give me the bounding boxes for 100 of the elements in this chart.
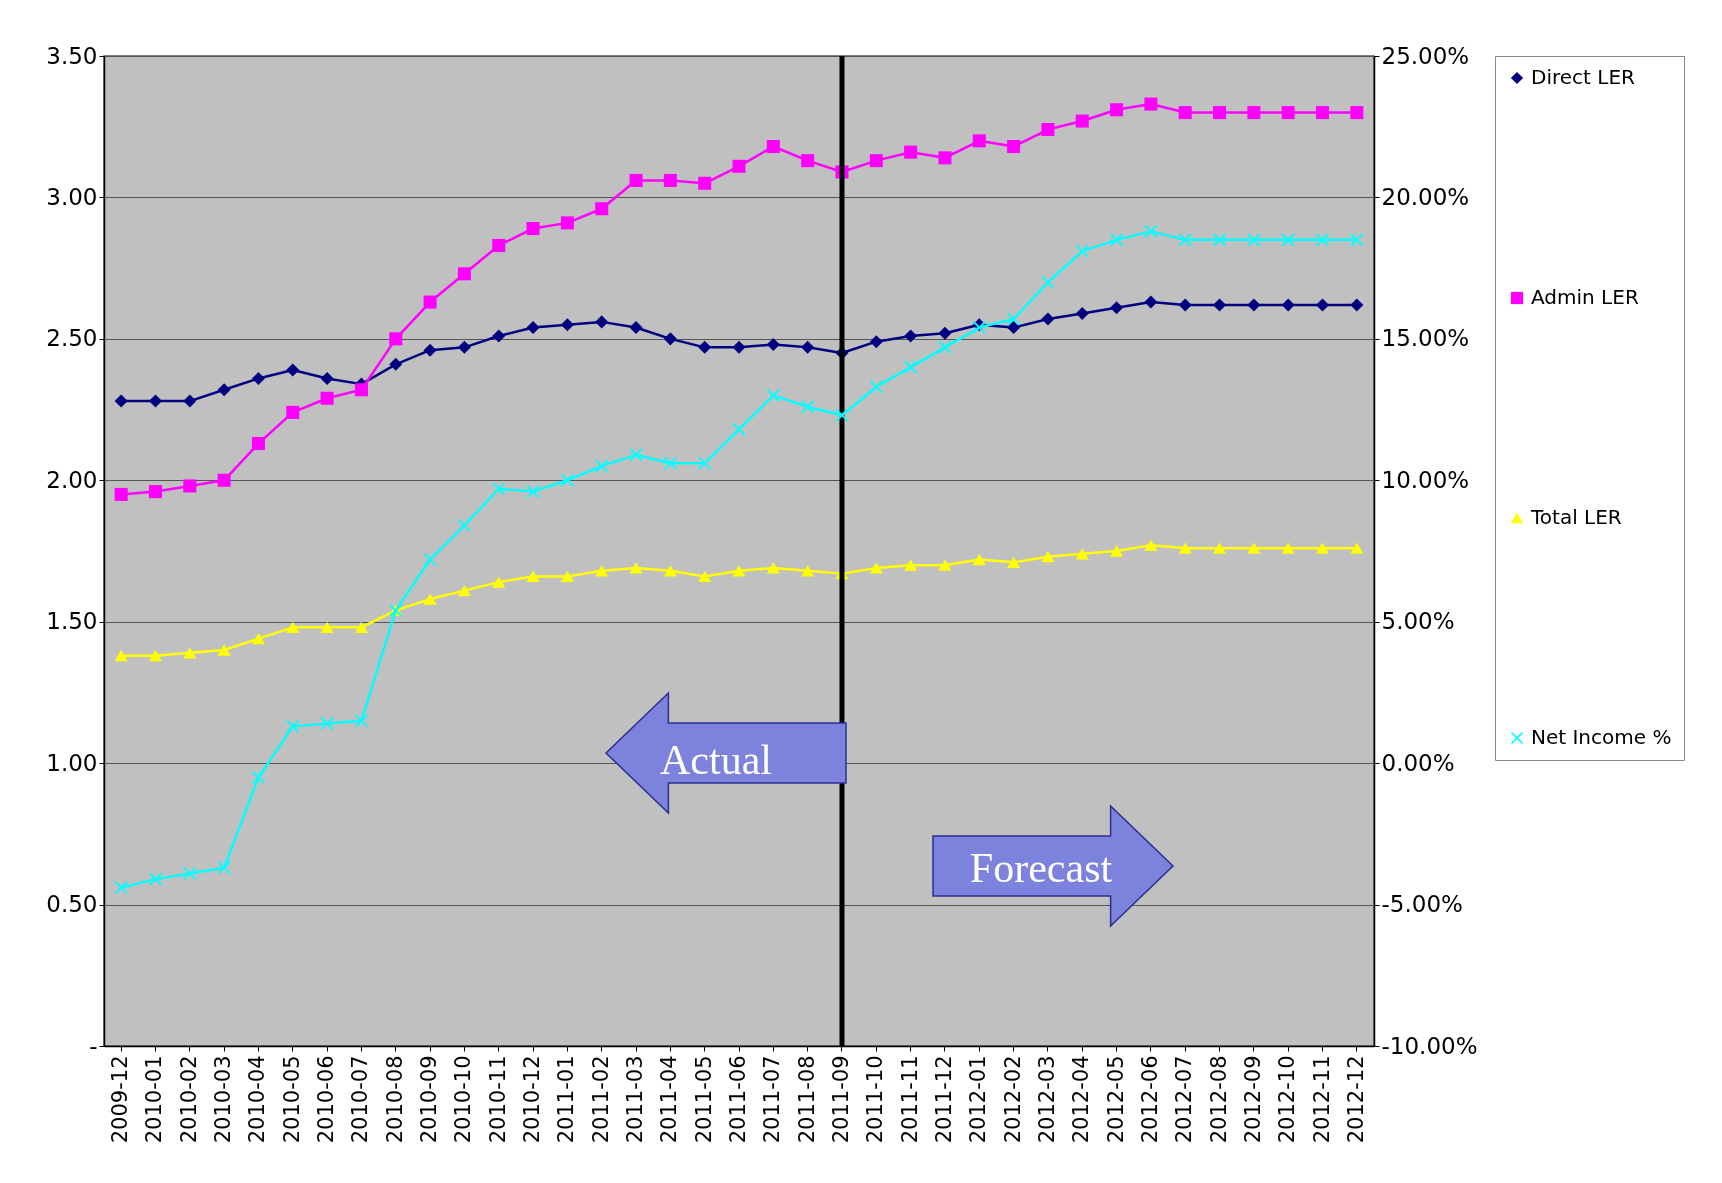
- x-tick-label: 2010-01: [142, 1055, 167, 1144]
- point: [972, 553, 986, 566]
- point: [354, 621, 368, 634]
- y2-tick-label: 25.00%: [1381, 42, 1470, 69]
- point: [423, 343, 437, 357]
- x-tick-label: 2011-10: [863, 1055, 888, 1144]
- point: [663, 565, 677, 577]
- y-tick-label: -: [89, 1032, 98, 1059]
- legend-label: Direct LER: [1531, 65, 1636, 89]
- point: [869, 380, 883, 394]
- point: [1075, 244, 1089, 258]
- point: [1315, 298, 1330, 312]
- x-tick-label: 2010-04: [245, 1055, 270, 1144]
- y-tick-label: 1.00: [46, 749, 98, 776]
- x-tick-label: 2010-06: [314, 1055, 339, 1144]
- annotation: Forecast: [969, 845, 1113, 891]
- point: [183, 866, 197, 880]
- point: [423, 593, 437, 605]
- point: [1350, 233, 1364, 247]
- point: [251, 371, 265, 385]
- y2-tick-label: 5.00%: [1381, 608, 1455, 635]
- point: [766, 338, 780, 352]
- x-tick-label: 2011-01: [554, 1055, 579, 1144]
- point: [1110, 545, 1124, 557]
- point: [904, 360, 918, 374]
- x-tick-label: 2010-11: [485, 1055, 510, 1144]
- point: [1144, 295, 1158, 309]
- x-tick-label: 2012-08: [1206, 1055, 1231, 1144]
- point: [732, 340, 746, 354]
- point: [183, 394, 197, 408]
- point: [1178, 298, 1192, 312]
- point: [629, 448, 643, 462]
- x-tick-label: 2010-02: [176, 1055, 201, 1144]
- point: [1178, 542, 1192, 554]
- point: [389, 332, 403, 346]
- annotation: Actual: [660, 737, 772, 783]
- point: [1213, 298, 1227, 312]
- point: [801, 340, 815, 354]
- point: [114, 650, 128, 662]
- point: [1041, 123, 1055, 137]
- x-tick-label: 2012-04: [1069, 1055, 1094, 1144]
- point: [1247, 233, 1261, 247]
- point: [938, 340, 952, 354]
- x-tick-label: 2011-12: [931, 1055, 956, 1144]
- point: [1075, 114, 1089, 128]
- point: [1350, 298, 1364, 312]
- point: [286, 719, 300, 733]
- y2-tick-label: 15.00%: [1381, 325, 1470, 352]
- y2-tick-label: -5.00%: [1381, 891, 1463, 918]
- point: [217, 644, 231, 656]
- point: [114, 394, 128, 408]
- point: [1315, 106, 1330, 120]
- point: [1110, 103, 1124, 117]
- point: [1247, 298, 1261, 312]
- point: [1144, 224, 1158, 238]
- point: [457, 519, 471, 533]
- x-tick-label: 2011-04: [657, 1055, 682, 1144]
- x-tick-label: 2012-05: [1103, 1055, 1128, 1144]
- x-tick-label: 2010-05: [279, 1055, 304, 1144]
- point: [251, 770, 265, 784]
- point: [1281, 542, 1295, 554]
- point: [1144, 97, 1158, 111]
- point: [492, 482, 506, 496]
- x-tick-label: 2012-07: [1172, 1055, 1197, 1144]
- point: [114, 881, 128, 895]
- point: [801, 154, 815, 168]
- point: [492, 239, 506, 253]
- point: [286, 405, 300, 419]
- point: [938, 559, 952, 571]
- x-tick-label: 2011-11: [897, 1055, 922, 1144]
- y-tick-label: 0.50: [46, 891, 98, 918]
- x-tick-label: 2012-02: [1000, 1055, 1025, 1144]
- point: [320, 371, 334, 385]
- x-tick-label: 2011-02: [588, 1055, 613, 1144]
- y-tick-label: 1.50: [46, 608, 98, 635]
- point: [354, 383, 368, 397]
- point: [1110, 233, 1124, 247]
- point: [1315, 542, 1330, 554]
- point: [1007, 140, 1021, 154]
- point: [217, 383, 231, 397]
- point: [663, 173, 677, 187]
- point: [732, 159, 746, 173]
- point: [560, 318, 574, 332]
- x-tick-label: 2011-07: [760, 1055, 785, 1144]
- point: [560, 216, 574, 230]
- point: [835, 408, 849, 422]
- point: [663, 332, 677, 346]
- point: [869, 335, 883, 349]
- point: [560, 473, 574, 487]
- point: [766, 140, 780, 154]
- point: [595, 459, 609, 473]
- point: [1247, 106, 1261, 120]
- x-tick-label: 2011-08: [794, 1055, 819, 1144]
- point: [1350, 106, 1364, 120]
- point: [938, 326, 952, 340]
- point: [1041, 312, 1055, 326]
- point: [492, 329, 506, 343]
- point: [217, 473, 231, 487]
- x-tick-label: 2012-09: [1240, 1055, 1265, 1144]
- point: [389, 357, 403, 371]
